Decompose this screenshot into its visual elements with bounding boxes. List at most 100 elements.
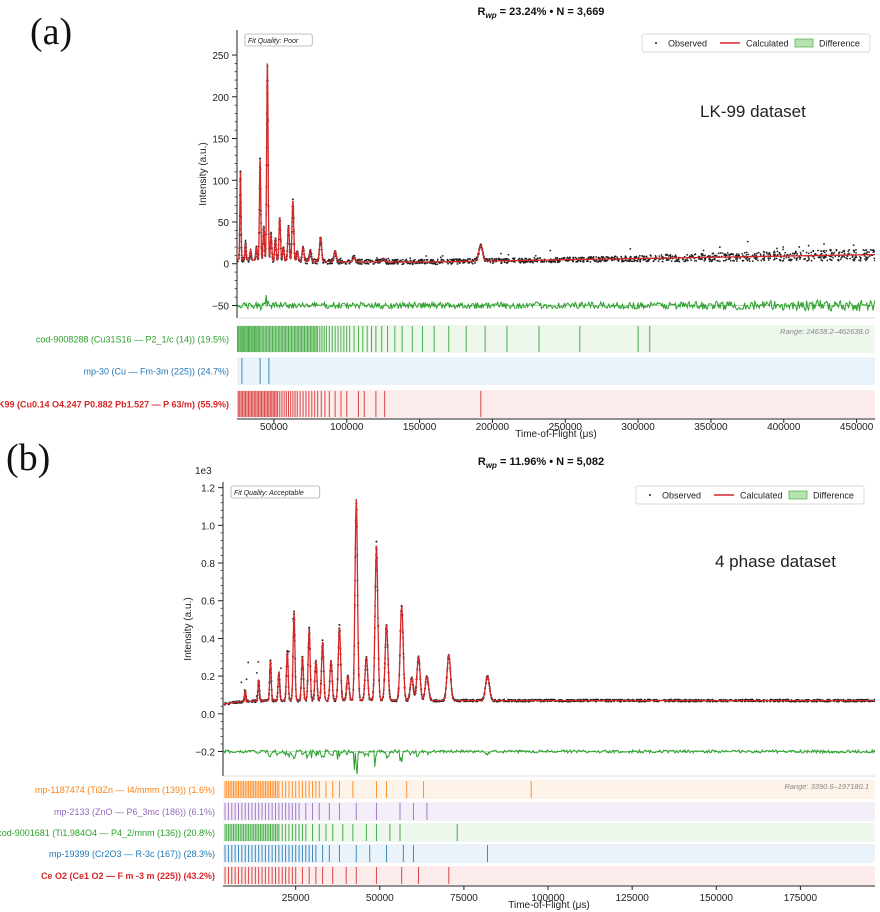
observed-point [629, 256, 632, 259]
observed-point [495, 258, 498, 261]
observed-point [314, 262, 317, 265]
observed-point [852, 244, 855, 247]
observed-point [799, 251, 802, 254]
observed-point [322, 261, 324, 264]
observed-point [819, 257, 822, 259]
observed-point [446, 258, 449, 261]
observed-point [703, 257, 706, 260]
observed-point [458, 262, 461, 265]
observed-point [667, 255, 670, 257]
observed-point [313, 258, 316, 260]
observed-point [543, 260, 546, 263]
observed-point [536, 257, 539, 260]
observed-point [810, 251, 813, 254]
observed-point [713, 258, 716, 260]
observed-point [714, 254, 717, 257]
legend-difference-label: Difference [819, 39, 860, 49]
phase-strip-bg [223, 844, 875, 863]
observed-point [399, 259, 402, 262]
observed-point [533, 256, 536, 259]
observed-point [868, 255, 871, 258]
observed-point [616, 256, 619, 259]
observed-point [686, 259, 689, 262]
observed-point [837, 259, 840, 262]
observed-point [357, 262, 360, 265]
observed-point [359, 259, 362, 262]
observed-point [818, 256, 821, 259]
y-multiplier: 1e3 [195, 466, 212, 477]
observed-point [843, 255, 846, 258]
observed-point [858, 259, 860, 262]
observed-point [542, 261, 544, 263]
observed-point [359, 262, 362, 265]
observed-point [670, 260, 673, 263]
observed-point [751, 260, 754, 263]
observed-point [492, 261, 495, 264]
observed-point [588, 257, 590, 260]
observed-point [470, 261, 473, 264]
observed-point [708, 260, 711, 263]
observed-point [746, 259, 749, 262]
y-tick-label: 0.2 [201, 672, 215, 683]
observed-point [729, 259, 732, 262]
observed-point [759, 253, 762, 255]
observed-point [581, 256, 584, 259]
observed-point [393, 262, 396, 265]
observed-point [855, 248, 857, 251]
observed-point [423, 259, 426, 261]
observed-point [337, 262, 340, 265]
observed-point [534, 254, 537, 257]
observed-point [839, 258, 842, 261]
observed-point [793, 256, 796, 259]
observed-point [757, 251, 760, 254]
x-tick-label: 50000 [366, 893, 394, 904]
observed-point [566, 256, 569, 259]
observed-point [864, 249, 866, 252]
observed-point [690, 259, 693, 262]
observed-point [536, 260, 539, 263]
observed-point [779, 259, 782, 262]
observed-point [497, 257, 500, 260]
observed-point [846, 255, 849, 258]
observed-point [237, 260, 239, 263]
observed-point [429, 259, 432, 262]
observed-point [407, 262, 410, 265]
observed-point [244, 239, 247, 242]
observed-point [832, 252, 835, 255]
observed-point [312, 262, 314, 265]
observed-point [652, 260, 655, 262]
observed-point [717, 252, 720, 255]
observed-point [377, 258, 380, 261]
observed-point [597, 256, 600, 259]
observed-point [392, 262, 394, 265]
phase-label: LK99 (Cu0.14 O4.247 P0.882 Pb1.527 — P 6… [0, 400, 229, 410]
legend-calculated-label: Calculated [740, 491, 783, 501]
observed-point [692, 255, 695, 258]
observed-point [726, 252, 729, 254]
y-tick-label: 0.4 [201, 634, 215, 645]
observed-point [635, 255, 638, 258]
phase-label: mp-1187474 (Ti3Zn — I4/mmm (139)) (1.6%) [35, 785, 215, 795]
observed-point [633, 256, 636, 258]
observed-point [257, 660, 260, 663]
observed-point [825, 249, 828, 252]
observed-point [625, 256, 628, 259]
panel-b-tag: (b) [6, 437, 51, 479]
observed-point [556, 261, 559, 264]
observed-point [528, 260, 530, 263]
observed-point [561, 257, 563, 260]
observed-point [791, 252, 794, 255]
observed-point [695, 259, 698, 262]
observed-point [348, 259, 351, 262]
observed-point [639, 258, 642, 261]
observed-point [726, 254, 728, 257]
observed-point [852, 249, 855, 252]
observed-point [240, 681, 243, 684]
phase-strip-bg [223, 780, 875, 799]
observed-point [783, 257, 785, 260]
observed-point [507, 698, 510, 701]
observed-point [614, 255, 617, 258]
observed-point [675, 258, 678, 261]
observed-point [728, 258, 730, 261]
observed-point [859, 259, 862, 262]
